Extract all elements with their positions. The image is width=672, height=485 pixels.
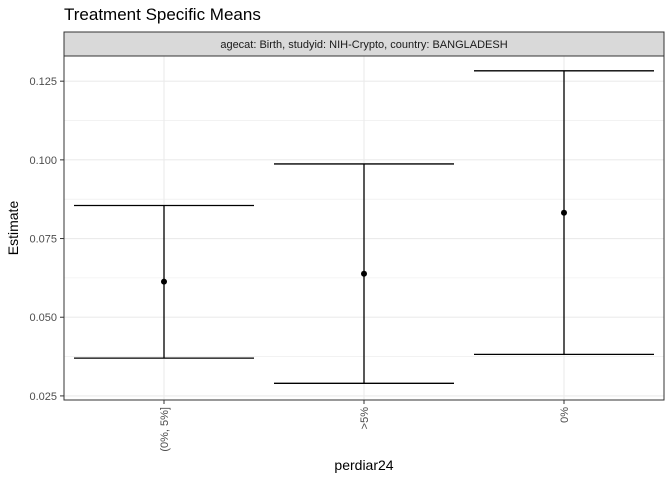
x-axis-label: perdiar24	[334, 457, 393, 473]
facet-strip-label: agecat: Birth, studyid: NIH-Crypto, coun…	[220, 39, 507, 51]
x-tick-label: (0%, 5%]	[159, 407, 171, 452]
y-tick-label: 0.050	[29, 312, 57, 324]
plot-panel	[63, 55, 665, 401]
estimate-point	[561, 209, 567, 216]
y-tick-label: 0.075	[29, 234, 57, 246]
x-axis: (0%, 5%] >5% 0%	[159, 400, 571, 452]
y-tick-label: 0.100	[29, 155, 57, 167]
facet-strip-background	[63, 31, 665, 57]
estimate-point	[161, 278, 167, 285]
x-tick-label: 0%	[559, 407, 571, 423]
y-tick-label: 0.025	[29, 391, 57, 403]
y-axis: 0.025 0.050 0.075 0.100 0.125	[29, 76, 64, 403]
x-tick-label: >5%	[359, 407, 371, 430]
y-axis-label: Estimate	[5, 201, 21, 256]
chart-title: Treatment Specific Means	[64, 5, 261, 24]
facet-strip: agecat: Birth, studyid: NIH-Crypto, coun…	[63, 31, 665, 57]
estimate-point	[361, 270, 367, 277]
data-marks	[74, 70, 654, 384]
y-tick-label: 0.125	[29, 76, 57, 88]
